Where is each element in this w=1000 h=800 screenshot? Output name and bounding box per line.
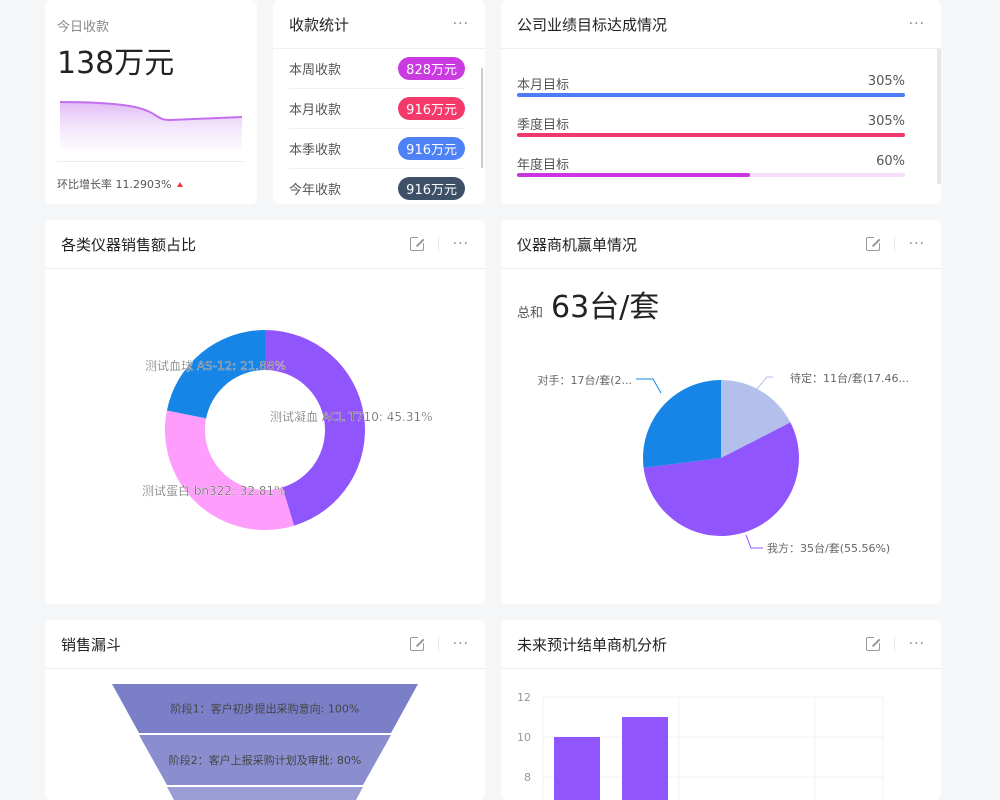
collection-value-badge: 916万元 [398, 137, 465, 160]
pie-slice[interactable] [643, 422, 799, 536]
bar-chart: 12 10 8 [517, 691, 884, 800]
pie-label: 我方：35台/套(55.56%) [767, 541, 890, 555]
progress-track [517, 133, 905, 137]
collection-label: 本季收款 [289, 143, 342, 158]
progress-fill [517, 173, 750, 177]
donut-chart: 测试凝血 ACL T710: 45.31% 测试蛋白 bn322: 32.81% 测… [142, 330, 433, 530]
card-title: 未来预计结单商机分析 [517, 635, 668, 654]
scrollbar[interactable] [937, 49, 941, 184]
collection-row: 本季收款 916万元 [289, 129, 465, 169]
card-title: 销售漏斗 [61, 635, 122, 654]
win-status-card: 仪器商机赢单情况 ··· 总和 63台/套 待定：11台/套(17.46... 我方… [501, 220, 941, 604]
collection-stats-card: 收款统计 ··· 本周收款 828万元 本月收款 916万元 本季收款 916万元 今年收款 9… [273, 0, 485, 204]
label-leader-line [636, 378, 662, 394]
progress-fill [517, 93, 905, 97]
y-tick-label: 12 [517, 691, 531, 704]
more-icon[interactable]: ··· [908, 16, 925, 32]
more-icon[interactable]: ··· [452, 636, 469, 652]
funnel-stage[interactable] [112, 684, 418, 733]
goal-value: 305% [867, 74, 905, 89]
collection-row: 本周收款 828万元 [289, 49, 465, 89]
donut-label: 测试凝血 ACL T710: 45.31% [270, 409, 433, 424]
label-leader-line [745, 534, 763, 549]
bar[interactable] [622, 717, 668, 800]
pie-label: 待定：11台/套(17.46... [790, 371, 909, 385]
total-value: 63台/套 [551, 290, 660, 325]
expand-icon[interactable] [865, 235, 882, 251]
donut-label: 测试蛋白 bn322: 32.81% [142, 483, 286, 498]
expand-icon[interactable] [865, 635, 882, 651]
card-title: 收款统计 [289, 15, 350, 34]
today-label: 今日收款 [57, 20, 110, 35]
forecast-card: 未来预计结单商机分析 ··· 12 10 8 [501, 620, 941, 800]
y-tick-label: 10 [517, 731, 531, 744]
sales-funnel-card: 销售漏斗 ··· 阶段1：客户初步提出采购意向: 100% 阶段2：客户上报采购计划… [45, 620, 485, 800]
sparkline-chart [60, 101, 242, 150]
instrument-sales-share-card: 各类仪器销售额占比 ··· 测试凝血 ACL T710: 45.31% 测试蛋白 b… [45, 220, 485, 604]
growth-rate: 环比增长率 11.2903% [57, 178, 172, 191]
donut-label: 测试血球 AS-12: 21.88% [145, 358, 286, 373]
collection-value-badge: 916万元 [398, 97, 465, 120]
goal-value: 60% [876, 154, 905, 169]
collection-label: 今年收款 [289, 183, 342, 198]
progress-track [517, 93, 905, 97]
more-icon[interactable]: ··· [908, 236, 925, 252]
donut-slice[interactable] [165, 410, 295, 530]
funnel-stage-label: 阶段2：客户上报采购计划及审批: 80% [169, 753, 362, 767]
expand-icon[interactable] [409, 635, 426, 651]
donut-slice[interactable] [166, 330, 265, 419]
goal-progress: 季度目标 305% [517, 99, 905, 139]
donut-slice[interactable] [265, 330, 365, 526]
goal-label: 年度目标 [517, 158, 570, 173]
goal-progress: 本月目标 305% [517, 59, 905, 99]
collection-value-badge: 828万元 [398, 57, 465, 80]
card-title: 公司业绩目标达成情况 [517, 15, 668, 34]
funnel-chart: 阶段1：客户初步提出采购意向: 100% 阶段2：客户上报采购计划及审批: 80% [112, 684, 418, 800]
collection-label: 本月收款 [289, 103, 342, 118]
goal-progress: 年度目标 60% [517, 139, 905, 179]
scrollbar[interactable] [481, 68, 483, 168]
goal-value: 305% [867, 114, 905, 129]
up-triangle-icon [177, 181, 184, 187]
funnel-stage[interactable] [167, 787, 363, 800]
total-label: 总和 [517, 306, 544, 321]
more-icon[interactable]: ··· [452, 236, 469, 252]
card-title: 各类仪器销售额占比 [61, 235, 197, 254]
goal-label: 本月目标 [517, 78, 570, 93]
collection-row: 本月收款 916万元 [289, 89, 465, 129]
goals-card: 公司业绩目标达成情况 ··· 本月目标 305% 季度目标 305% 年度目标 60% [501, 0, 941, 204]
card-title: 仪器商机赢单情况 [517, 235, 638, 254]
pie-chart: 待定：11台/套(17.46... 我方：35台/套(55.56%) 对手：17台/… [538, 371, 909, 555]
bar[interactable] [554, 737, 600, 800]
collection-row: 今年收款 916万元 [289, 169, 465, 204]
more-icon[interactable]: ··· [908, 636, 925, 652]
pie-label: 对手：17台/套(2... [538, 373, 632, 387]
collection-label: 本周收款 [289, 63, 342, 78]
y-tick-label: 8 [524, 771, 531, 784]
pie-slice[interactable] [721, 380, 791, 458]
progress-track [517, 173, 905, 177]
expand-icon[interactable] [409, 235, 426, 251]
progress-fill [517, 133, 905, 137]
label-leader-line [755, 376, 773, 391]
today-value: 138万元 [57, 46, 175, 81]
collection-value-badge: 916万元 [398, 177, 465, 200]
today-collection-card: 今日收款 138万元 环比增长率 11.2903% [45, 0, 257, 204]
more-icon[interactable]: ··· [452, 16, 469, 32]
pie-slice[interactable] [643, 380, 721, 468]
funnel-stage[interactable] [139, 735, 391, 785]
funnel-stage-label: 阶段1：客户初步提出采购意向: 100% [171, 702, 360, 716]
goal-label: 季度目标 [517, 118, 570, 133]
